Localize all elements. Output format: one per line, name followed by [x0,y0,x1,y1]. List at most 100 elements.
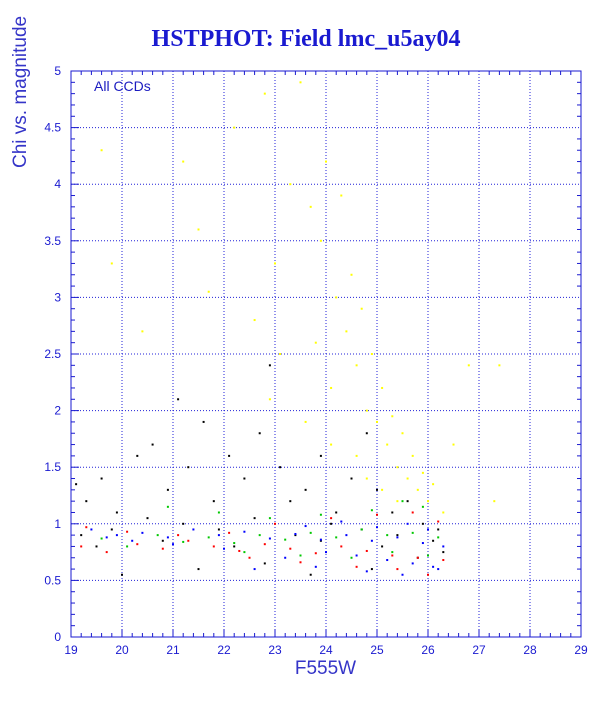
data-point [319,513,322,516]
data-point [126,530,129,533]
data-point [391,415,394,418]
data-point [437,536,440,539]
chart-title: HSTPHOT: Field lmc_u5ay04 [151,26,461,52]
data-point [376,488,378,491]
data-point [350,477,353,480]
data-point [90,528,93,531]
data-point [95,545,98,548]
data-point [289,183,292,186]
data-point [268,364,271,367]
data-point [182,522,185,525]
data-point [360,528,363,531]
data-point [80,534,83,537]
data-point [416,556,419,559]
data-point [187,466,190,469]
data-point [442,559,445,562]
data-point [217,528,220,531]
data-point [370,353,373,355]
data-point [335,536,338,539]
data-point [115,511,118,514]
data-point [406,522,409,525]
data-point [243,530,246,533]
data-point [279,353,282,355]
data-point [360,307,363,310]
data-point [401,500,404,503]
data-point [365,432,368,435]
data-point [202,420,205,423]
data-point [309,573,312,576]
data-point [156,534,159,537]
data-point [289,500,292,503]
data-point [299,561,302,564]
data-point [115,534,118,537]
data-point [187,539,190,542]
data-point [416,488,419,491]
data-point [136,454,139,457]
data-point [299,554,302,557]
data-point [376,420,378,423]
data-point [330,386,333,389]
data-point [330,443,333,446]
data-point [238,549,241,552]
data-point [421,522,424,525]
data-point [340,194,343,197]
data-point [284,556,287,559]
x-tick-label: 21 [166,643,180,657]
data-point [427,573,429,576]
data-point [437,528,440,531]
data-point [228,531,231,534]
y-tick-label: 1 [54,517,61,531]
data-point [268,517,271,520]
data-point [304,488,307,491]
x-tick-label: 22 [217,643,231,657]
data-point [437,568,440,571]
data-point [151,443,154,446]
x-tick-label: 23 [268,643,282,657]
y-tick-label: 0 [54,630,61,644]
data-point [233,542,236,545]
data-point [294,532,297,535]
data-point [319,454,322,457]
x-tick-label: 24 [319,643,333,657]
data-point [268,398,271,401]
data-point [391,511,394,514]
data-point [345,534,348,537]
data-point [304,525,307,528]
y-tick-label: 3.5 [44,234,61,248]
data-point [146,517,149,520]
data-point [498,364,501,367]
data-point [370,509,373,512]
data-point [309,205,312,208]
y-tick-label: 2.5 [44,347,61,361]
data-point [166,536,169,539]
y-tick-label: 3 [54,290,61,304]
data-point [75,483,78,486]
data-point [100,537,103,540]
data-point [381,386,384,389]
data-point [100,477,103,480]
data-point [141,330,144,333]
data-point [105,551,108,554]
y-tick-label: 1.5 [44,460,61,474]
data-point [182,160,185,163]
data-point [253,319,256,322]
data-point [319,539,322,542]
data-point [223,547,225,550]
data-point [274,522,276,525]
data-point [121,573,123,576]
data-point [207,536,210,539]
data-point [421,542,424,545]
data-point [166,505,169,508]
data-point [207,290,210,293]
y-tick-label: 5 [54,64,61,78]
data-point [126,545,129,548]
data-point [391,554,394,557]
data-point [365,570,368,573]
data-point [421,505,424,508]
data-point [396,568,399,571]
data-point [432,539,435,542]
data-point [381,545,384,548]
grid-lines [71,71,581,637]
data-point [304,420,307,423]
data-point [243,477,246,480]
